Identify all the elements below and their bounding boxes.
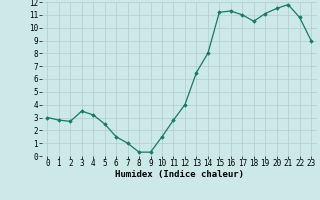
X-axis label: Humidex (Indice chaleur): Humidex (Indice chaleur) <box>115 170 244 179</box>
